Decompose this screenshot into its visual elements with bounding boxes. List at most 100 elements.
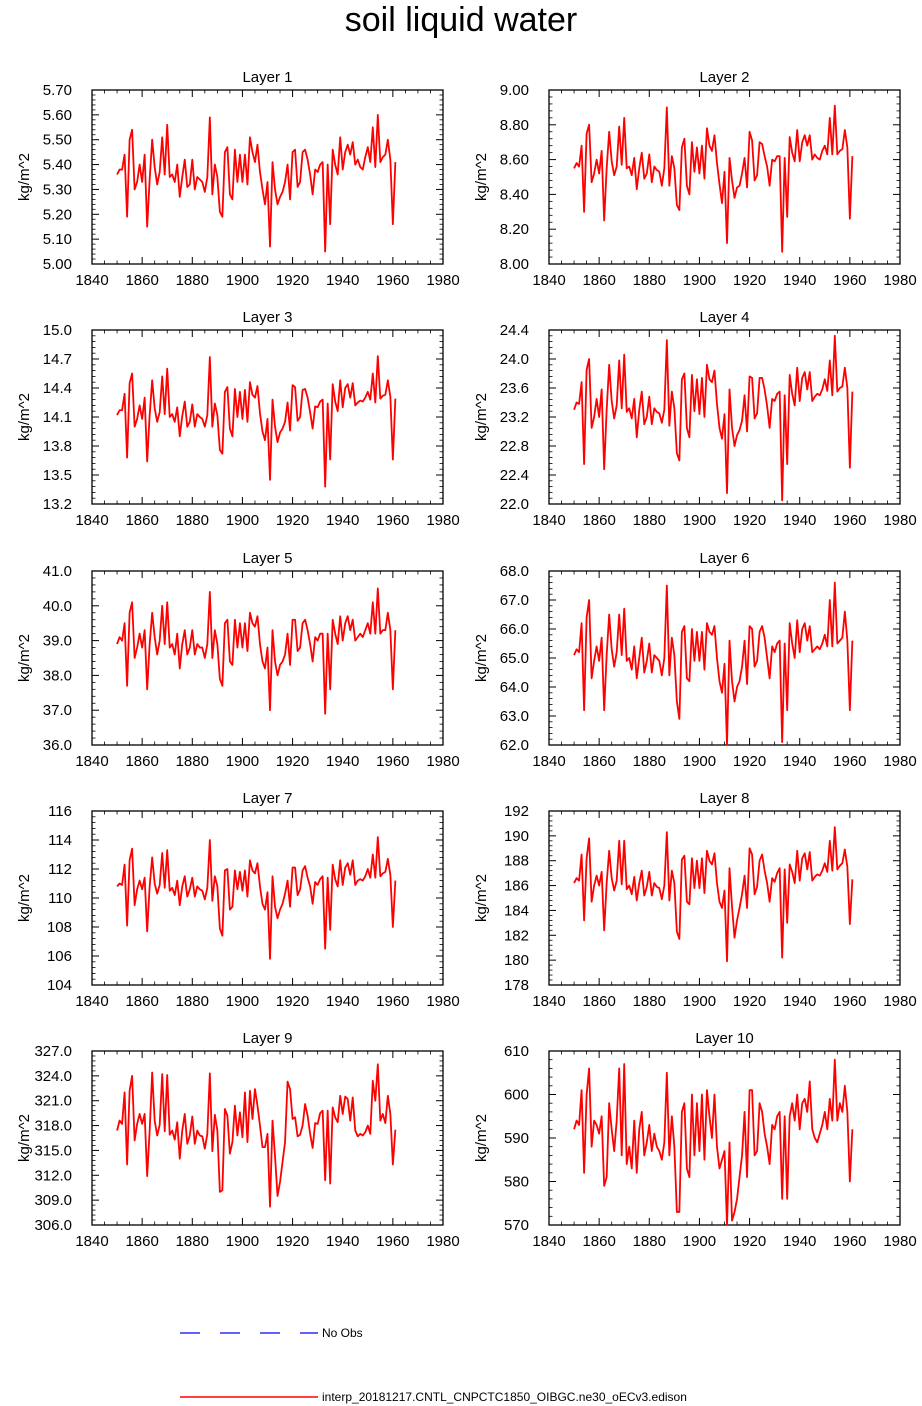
- x-tick-label: 1860: [582, 753, 615, 770]
- x-tick-label: 1880: [633, 1233, 666, 1250]
- x-tick-label: 1980: [426, 993, 459, 1010]
- y-tick-label: 67.0: [500, 592, 529, 609]
- y-tick-label: 66.0: [500, 621, 529, 638]
- y-tick-label: 108: [47, 919, 72, 936]
- x-tick-label: 1960: [376, 1233, 409, 1250]
- y-tick-label: 13.5: [43, 467, 72, 484]
- y-tick-label: 8.80: [500, 117, 529, 134]
- y-tick-label: 114: [48, 832, 72, 849]
- x-tick-label: 1980: [426, 1233, 459, 1250]
- x-tick-label: 1920: [733, 993, 766, 1010]
- x-tick-label: 1980: [883, 1233, 916, 1250]
- y-tick-label: 36.0: [43, 737, 72, 754]
- x-tick-label: 1960: [833, 512, 866, 529]
- y-tick-label: 184: [504, 902, 529, 919]
- x-tick-label: 1860: [125, 272, 158, 289]
- y-tick-label: 13.2: [43, 496, 72, 513]
- y-tick-label: 610: [504, 1043, 529, 1060]
- x-tick-label: 1980: [883, 272, 916, 289]
- x-tick-label: 1840: [532, 272, 565, 289]
- y-axis-label: kg/m^2: [473, 153, 490, 201]
- y-tick-label: 315.0: [34, 1142, 72, 1159]
- chart-panel-layer-8: Layer 8 kg/m^2 1840 1860 1880 1900 1920 1940 196…: [473, 790, 917, 1010]
- x-tick-label: 1960: [376, 272, 409, 289]
- x-tick-label: 1900: [226, 512, 259, 529]
- y-tick-label: 15.0: [43, 322, 72, 339]
- x-tick-label: 1880: [176, 753, 209, 770]
- y-tick-label: 38.0: [43, 667, 72, 684]
- y-tick-label: 9.00: [500, 82, 529, 99]
- panel-title: Layer 3: [242, 309, 292, 326]
- y-tick-label: 321.0: [34, 1093, 72, 1110]
- x-tick-label: 1980: [883, 993, 916, 1010]
- y-tick-label: 24.0: [500, 351, 529, 368]
- y-tick-label: 39.0: [43, 633, 72, 650]
- figure-title: soil liquid water: [344, 1, 578, 39]
- x-tick-label: 1920: [733, 1233, 766, 1250]
- y-tick-label: 5.40: [43, 157, 72, 174]
- y-tick-label: 23.6: [500, 380, 529, 397]
- y-tick-label: 40.0: [43, 598, 72, 615]
- x-tick-label: 1860: [582, 1233, 615, 1250]
- x-tick-label: 1900: [226, 1233, 259, 1250]
- x-tick-label: 1920: [733, 272, 766, 289]
- y-tick-label: 8.00: [500, 256, 529, 273]
- legend-model-label: interp_20181217.CNTL_CNPCTC1850_OIBGC.ne…: [322, 1390, 687, 1404]
- x-tick-label: 1940: [326, 512, 359, 529]
- panel-title: Layer 9: [242, 1030, 292, 1047]
- y-tick-label: 104: [47, 977, 72, 994]
- x-tick-label: 1940: [783, 272, 816, 289]
- x-tick-label: 1940: [326, 993, 359, 1010]
- y-axis-label: kg/m^2: [16, 153, 33, 201]
- legend-model-swatch: [180, 1396, 318, 1398]
- x-tick-label: 1960: [833, 272, 866, 289]
- y-tick-label: 182: [504, 927, 529, 944]
- x-tick-label: 1940: [326, 753, 359, 770]
- x-tick-label: 1960: [376, 512, 409, 529]
- x-tick-label: 1880: [633, 272, 666, 289]
- y-tick-label: 8.20: [500, 221, 529, 238]
- chart-panel-layer-5: Layer 5 kg/m^2 1840 1860 1880 1900 1920 1940 196…: [16, 550, 460, 770]
- panel-title: Layer 6: [699, 550, 749, 567]
- panel-title: Layer 2: [699, 69, 749, 86]
- x-tick-label: 1920: [276, 993, 309, 1010]
- x-tick-label: 1960: [376, 753, 409, 770]
- x-tick-label: 1960: [833, 993, 866, 1010]
- x-tick-label: 1880: [633, 512, 666, 529]
- y-tick-label: 600: [504, 1087, 529, 1104]
- y-tick-label: 327.0: [34, 1043, 72, 1060]
- y-tick-label: 580: [504, 1174, 529, 1191]
- y-axis-label: kg/m^2: [473, 634, 490, 682]
- x-tick-label: 1860: [125, 512, 158, 529]
- y-tick-label: 14.7: [43, 351, 72, 368]
- x-tick-label: 1980: [883, 753, 916, 770]
- x-tick-label: 1940: [783, 1233, 816, 1250]
- x-tick-label: 1900: [683, 753, 716, 770]
- legend-obs-swatch: [180, 1332, 318, 1334]
- y-tick-label: 37.0: [43, 702, 72, 719]
- x-tick-label: 1980: [426, 272, 459, 289]
- x-tick-label: 1860: [582, 272, 615, 289]
- panel-title: Layer 1: [242, 69, 292, 86]
- x-tick-label: 1900: [226, 993, 259, 1010]
- y-tick-label: 570: [504, 1217, 529, 1234]
- y-tick-label: 5.60: [43, 107, 72, 124]
- x-tick-label: 1880: [176, 272, 209, 289]
- y-tick-label: 5.50: [43, 132, 72, 149]
- series-line: [116, 587, 397, 715]
- y-tick-label: 24.4: [500, 322, 529, 339]
- y-tick-label: 312.0: [34, 1167, 72, 1184]
- y-axis-label: kg/m^2: [473, 874, 490, 922]
- x-tick-label: 1880: [633, 993, 666, 1010]
- y-axis-label: kg/m^2: [473, 393, 490, 441]
- y-tick-label: 178: [504, 977, 529, 994]
- x-tick-label: 1940: [783, 753, 816, 770]
- series-line: [573, 334, 854, 502]
- x-tick-label: 1940: [326, 1233, 359, 1250]
- chart-panel-layer-3: Layer 3 kg/m^2 1840 1860 1880 1900 1920 1940 196…: [16, 309, 460, 529]
- y-tick-label: 5.20: [43, 206, 72, 223]
- y-tick-label: 180: [504, 952, 529, 969]
- x-tick-label: 1840: [75, 272, 108, 289]
- x-tick-label: 1880: [176, 1233, 209, 1250]
- y-tick-label: 64.0: [500, 679, 529, 696]
